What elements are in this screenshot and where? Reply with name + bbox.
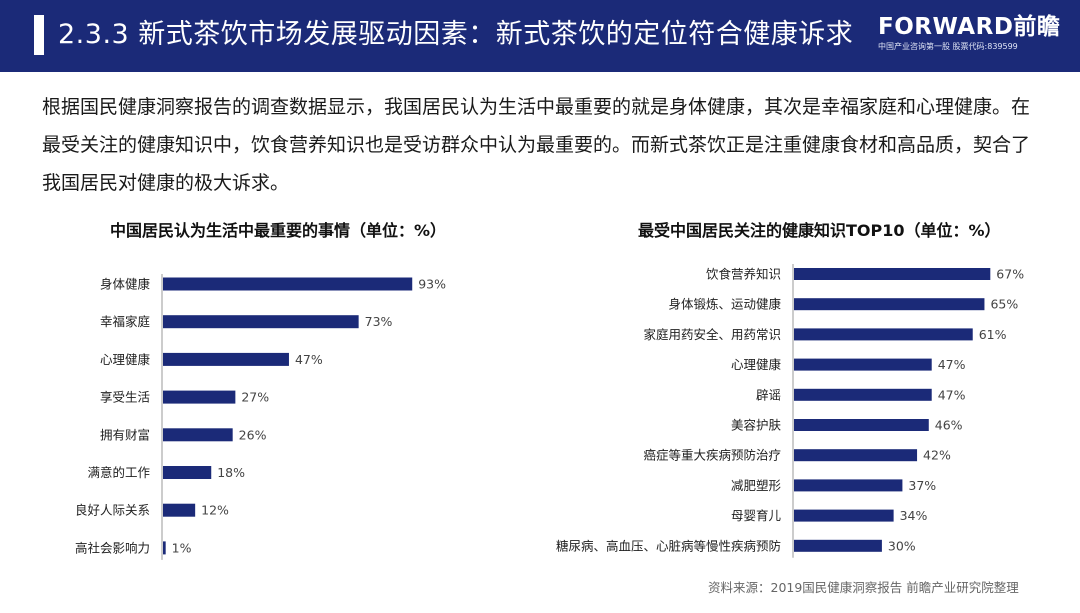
bar [794, 268, 991, 280]
bar [794, 328, 973, 341]
bar [794, 509, 894, 522]
category-label: 癌症等重大疾病预防治疗 [643, 448, 781, 463]
bar [163, 503, 196, 517]
bar [794, 419, 929, 431]
bar [163, 277, 413, 291]
page-title: 2.3.3 新式茶饮市场发展驱动因素：新式茶饮的定位符合健康诉求 [58, 19, 854, 50]
value-label: 30% [888, 538, 916, 553]
category-label: 身体锻炼、运动健康 [668, 297, 781, 312]
category-label: 心理健康 [100, 352, 151, 367]
value-label: 27% [241, 390, 269, 405]
bar [794, 388, 932, 401]
bar [794, 479, 903, 492]
bar [794, 358, 932, 371]
left-bar-chart: 身体健康 93% 幸福家庭 73% 心理健康 47% 享受生活 27% 拥有财富 26% 满意的工作… [75, 274, 446, 560]
value-label: 73% [365, 314, 393, 329]
value-label: 65% [990, 297, 1018, 312]
category-label: 高社会影响力 [75, 540, 150, 555]
source-note: 资料来源：2019国民健康洞察报告 前瞻产业研究院整理 [708, 580, 1019, 595]
value-label: 93% [418, 277, 446, 292]
value-label: 26% [239, 427, 267, 442]
bar [163, 352, 289, 366]
intro-paragraph: 根据国民健康洞察报告的调查数据显示，我国居民认为生活中最重要的就是身体健康，其次… [42, 96, 1031, 194]
bar [163, 428, 233, 442]
logo-tagline: 中国产业咨询第一股 股票代码:839599 [878, 42, 1018, 51]
bar [163, 466, 212, 479]
category-label: 幸福家庭 [100, 314, 151, 329]
category-label: 满意的工作 [87, 465, 150, 480]
value-label: 1% [172, 540, 192, 555]
bar [794, 298, 985, 311]
value-label: 12% [201, 503, 229, 518]
value-label: 47% [295, 352, 323, 367]
value-label: 42% [923, 448, 951, 463]
category-label: 心理健康 [731, 357, 782, 372]
value-label: 67% [996, 267, 1024, 282]
category-label: 减肥塑形 [731, 478, 782, 493]
value-label: 18% [217, 465, 245, 480]
left-chart-title: 中国居民认为生活中最重要的事情（单位：%） [110, 221, 447, 240]
category-label: 糖尿病、高血压、心脏病等慢性疾病预防 [556, 538, 781, 553]
header-bar: 2.3.3 新式茶饮市场发展驱动因素：新式茶饮的定位符合健康诉求 FORWARD… [0, 0, 1080, 72]
category-label: 母婴育儿 [731, 508, 782, 523]
value-label: 61% [979, 327, 1007, 342]
category-label: 享受生活 [100, 390, 150, 405]
category-label: 身体健康 [100, 277, 151, 292]
right-chart-title: 最受中国居民关注的健康知识TOP10（单位：%） [638, 221, 1001, 240]
value-label: 47% [938, 387, 966, 402]
bar [163, 390, 236, 404]
bar [794, 539, 882, 552]
category-label: 拥有财富 [100, 427, 150, 442]
value-label: 47% [938, 357, 966, 372]
right-bar-chart: 饮食营养知识 67% 身体锻炼、运动健康 65% 家庭用药安全、用药常识 61% 心理健康 4… [556, 264, 1024, 558]
value-label: 34% [900, 508, 928, 523]
value-label: 46% [935, 418, 963, 433]
category-label: 辟谣 [756, 387, 781, 402]
category-label: 家庭用药安全、用药常识 [643, 327, 781, 342]
logo-brand-text: FORWARD前瞻 [878, 14, 1061, 40]
bar [163, 541, 166, 555]
category-label: 良好人际关系 [75, 503, 150, 518]
bar [163, 315, 359, 329]
forward-logo: FORWARD前瞻 中国产业咨询第一股 股票代码:839599 [878, 13, 1061, 61]
value-label: 37% [908, 478, 936, 493]
bar [794, 449, 918, 462]
category-label: 饮食营养知识 [706, 267, 781, 282]
title-accent-bar [34, 15, 44, 55]
category-label: 美容护肤 [731, 418, 782, 433]
